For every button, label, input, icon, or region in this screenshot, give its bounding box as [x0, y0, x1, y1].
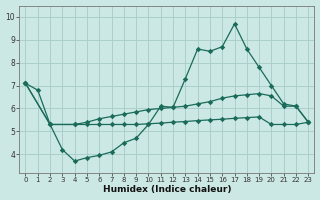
X-axis label: Humidex (Indice chaleur): Humidex (Indice chaleur)	[103, 185, 231, 194]
